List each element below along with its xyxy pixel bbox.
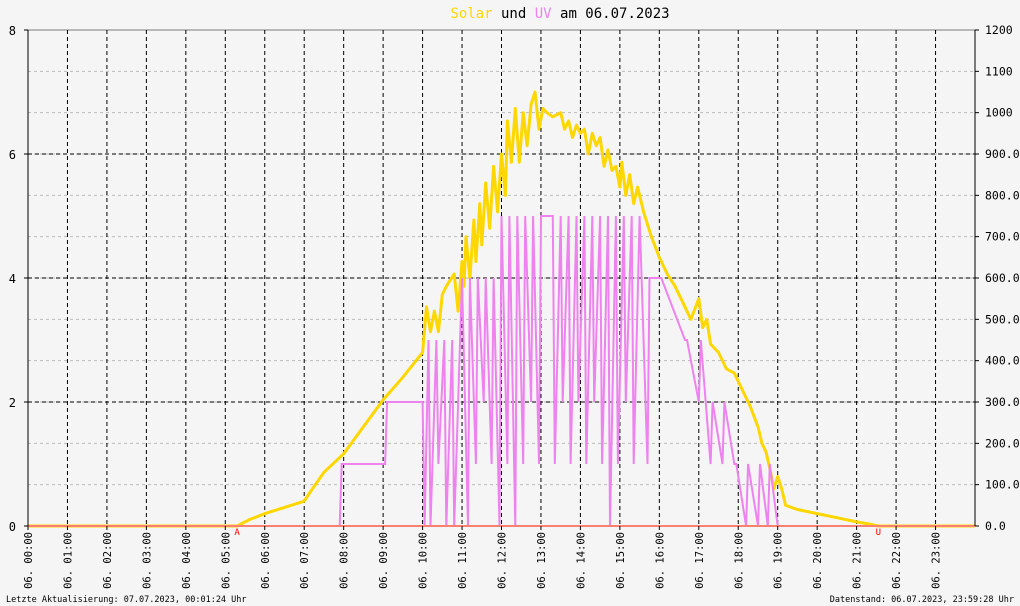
sun-marker-label: U: [876, 528, 881, 538]
x-tick-label: 06. 07:00: [299, 532, 311, 589]
right-tick-label: 800.0: [985, 188, 1020, 202]
left-tick-label: 8: [9, 24, 16, 38]
x-tick-label: 06. 13:00: [536, 532, 548, 589]
x-tick-label: 06. 23:00: [931, 532, 943, 589]
x-tick-label: 06. 19:00: [773, 532, 785, 589]
title-date: am 06.07.2023: [560, 6, 670, 22]
right-tick-label: 100.0: [985, 478, 1020, 492]
x-axis-ticks: 06. 00:00 06. 01:00 06. 02:00 06. 03:00 06. …: [23, 526, 943, 589]
right-tick-label: 1100: [985, 64, 1013, 78]
sun-marker-label: A: [234, 528, 240, 538]
x-tick-label: 06. 06:00: [260, 532, 272, 589]
chart-title: Solar und UV am 06.07.2023: [450, 6, 669, 22]
footer-last-update: Letzte Aktualisierung: 07.07.2023, 00:01…: [6, 595, 247, 605]
x-tick-label: 06. 11:00: [457, 532, 469, 589]
x-tick-label: 06. 20:00: [812, 532, 824, 589]
x-tick-label: 06. 08:00: [339, 532, 351, 589]
right-y-axis-ticks: 0.0 100.0 200.0 300.0 400.0 500.0 600.0 700.0 80…: [975, 23, 1020, 533]
x-tick-label: 06. 09:00: [378, 532, 390, 589]
uv-series-line: [28, 215, 975, 527]
right-tick-label: 0.0: [985, 519, 1006, 533]
left-tick-label: 6: [9, 148, 16, 162]
right-tick-label: 1200: [985, 23, 1013, 37]
x-tick-label: 06. 15:00: [615, 532, 627, 589]
right-tick-label: 600.0: [985, 271, 1020, 285]
x-tick-label: 06. 02:00: [102, 532, 114, 589]
x-tick-label: 06. 14:00: [575, 532, 587, 589]
x-tick-label: 06. 18:00: [733, 532, 745, 589]
right-tick-label: 200.0: [985, 436, 1020, 450]
x-tick-label: 06. 16:00: [654, 532, 666, 589]
footer-data-status: Datenstand: 06.07.2023, 23:59:28 Uhr: [830, 595, 1014, 605]
title-solar: Solar: [450, 6, 492, 22]
title-und: und: [501, 6, 526, 22]
right-tick-label: 400.0: [985, 354, 1020, 368]
right-tick-label: 300.0: [985, 395, 1020, 409]
left-tick-label: 4: [9, 272, 16, 286]
right-tick-label: 500.0: [985, 312, 1020, 326]
right-tick-label: 1000: [985, 106, 1013, 120]
left-tick-label: 2: [9, 396, 16, 410]
x-tick-label: 06. 22:00: [891, 532, 903, 589]
right-tick-label: 700.0: [985, 230, 1020, 244]
right-tick-label: 900.0: [985, 147, 1020, 161]
x-tick-label: 06. 04:00: [181, 532, 193, 589]
x-tick-label: 06. 12:00: [497, 532, 509, 589]
x-tick-label: 06. 05:00: [220, 532, 232, 589]
x-tick-label: 06. 00:00: [23, 532, 35, 589]
left-tick-label: 0: [9, 520, 16, 534]
x-tick-label: 06. 17:00: [694, 532, 706, 589]
x-tick-label: 06. 10:00: [418, 532, 430, 589]
solar-series-line: [28, 90, 975, 528]
x-tick-label: 06. 21:00: [852, 532, 864, 589]
left-y-axis-ticks: 0 2 4 6 8: [9, 24, 28, 534]
title-uv: UV: [535, 6, 552, 22]
x-tick-label: 06. 01:00: [62, 532, 74, 589]
x-tick-label: 06. 03:00: [141, 532, 153, 589]
